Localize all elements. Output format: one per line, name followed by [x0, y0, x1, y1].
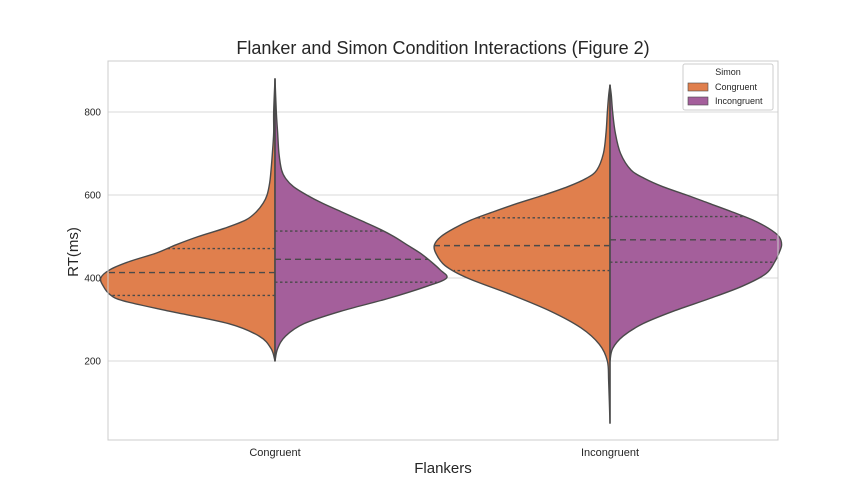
y-axis-label: RT(ms) — [65, 227, 82, 277]
y-tick-label-400: 400 — [84, 274, 101, 285]
x-tick-label-congruent: Congruent — [249, 447, 300, 459]
legend-title: Simon — [715, 67, 741, 77]
violin-half-congruent-in-incongruent — [433, 84, 611, 424]
legend-label-incongruent: Incongruent — [715, 96, 763, 106]
violin-half-incongruent-in-congruent — [274, 78, 448, 362]
violin-half-congruent-in-congruent — [99, 78, 276, 362]
y-axis-ticks: 200 400 600 800 — [84, 108, 101, 368]
legend-swatch-incongruent — [687, 96, 709, 106]
legend: Simon Congruent Incongruent — [682, 63, 774, 111]
x-axis-label: Flankers — [414, 460, 472, 477]
y-tick-label-800: 800 — [84, 108, 101, 119]
x-axis-ticks: Congruent Incongruent — [249, 447, 639, 459]
violins — [99, 78, 783, 424]
x-tick-label-incongruent: Incongruent — [581, 447, 639, 459]
violin-half-incongruent-in-incongruent — [609, 84, 783, 362]
legend-swatch-congruent — [687, 82, 709, 92]
y-tick-label-600: 600 — [84, 191, 101, 202]
plot-frame — [107, 60, 779, 441]
legend-label-congruent: Congruent — [715, 82, 758, 92]
y-tick-label-200: 200 — [84, 357, 101, 368]
chart-title: Flanker and Simon Condition Interactions… — [236, 38, 649, 58]
